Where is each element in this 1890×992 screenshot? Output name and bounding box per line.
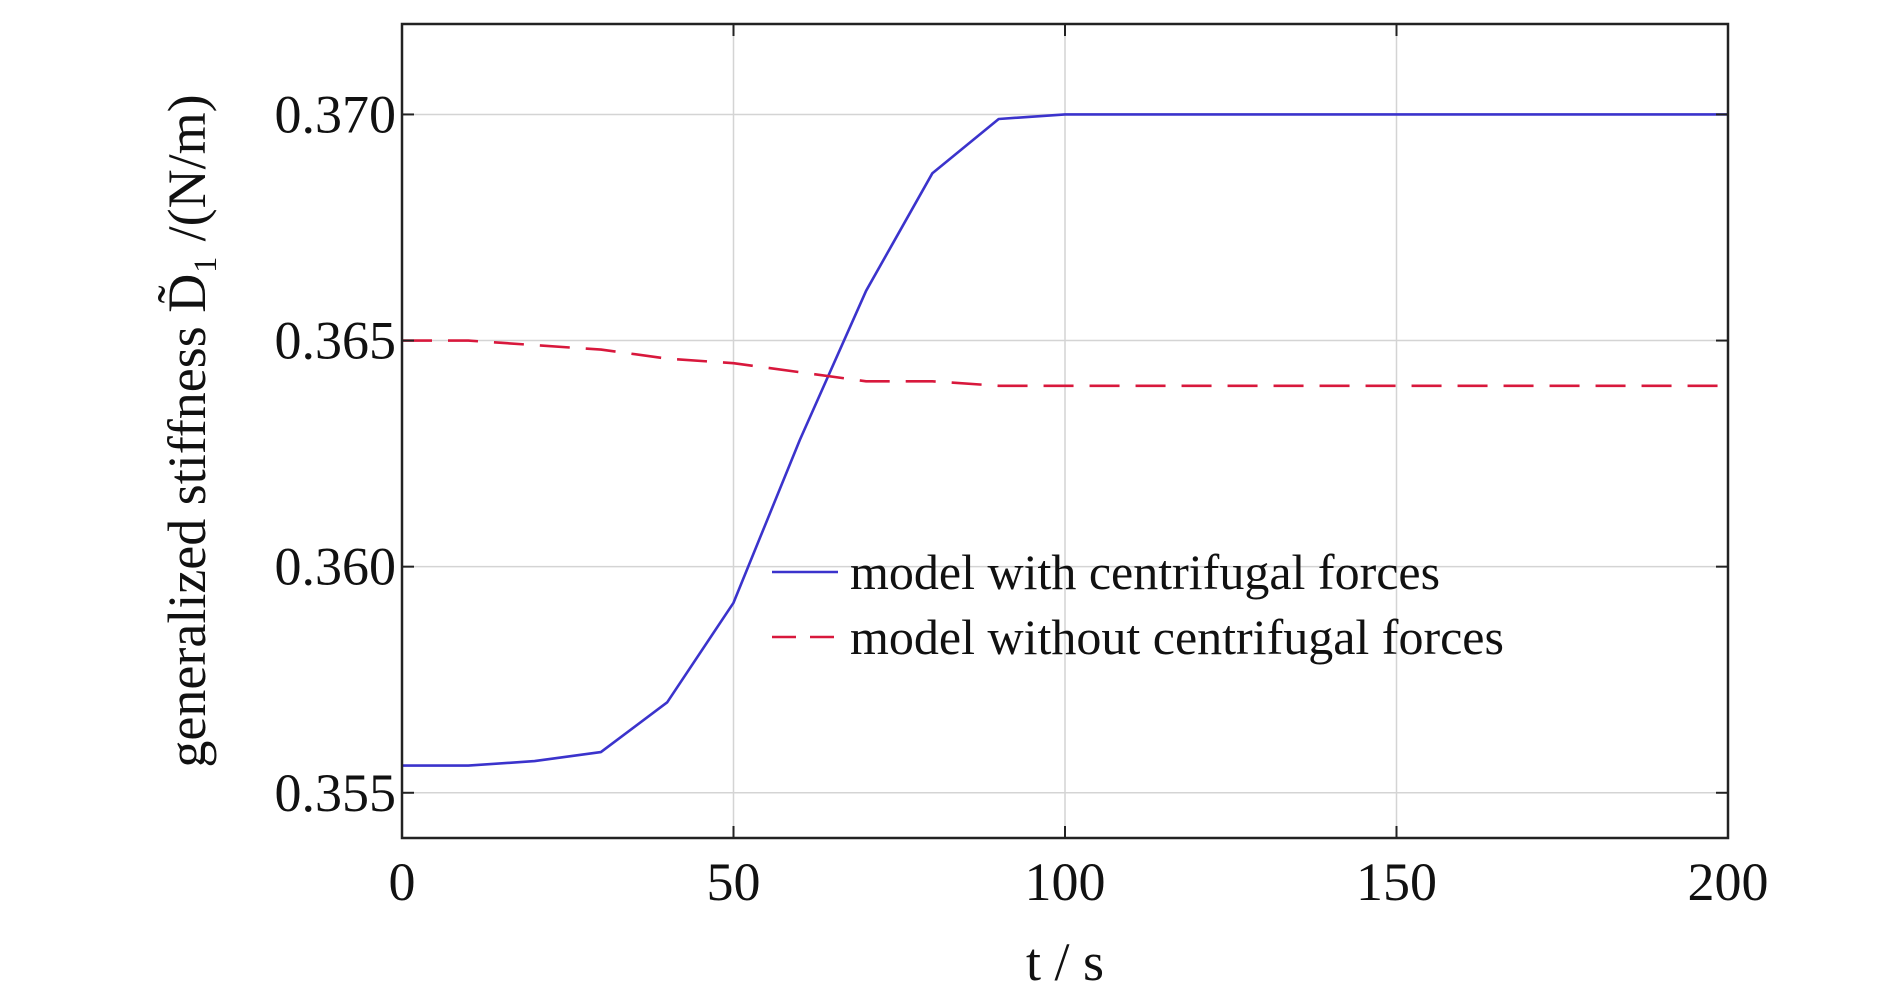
x-tick-label: 150	[1356, 852, 1437, 912]
legend: model with centrifugal forces model witho…	[772, 544, 1504, 665]
y-tick-label: 0.365	[275, 311, 397, 371]
legend-label-2: model without centrifugal forces	[850, 609, 1504, 665]
x-tick-label: 100	[1025, 852, 1106, 912]
x-tick-labels: 0 50 100 150 200	[389, 852, 1769, 912]
y-tick-label: 0.355	[275, 763, 397, 823]
y-tick-label: 0.370	[275, 84, 397, 144]
tick-marks	[401, 24, 1729, 838]
legend-label-1: model with centrifugal forces	[850, 544, 1440, 600]
series-line-2	[402, 339, 1728, 388]
grid-lines	[401, 24, 1729, 838]
y-tick-labels: 0.355 0.360 0.365 0.370	[275, 84, 397, 822]
series-layer	[402, 113, 1728, 767]
x-tick-label: 0	[389, 852, 416, 912]
x-axis-label: t / s	[1026, 932, 1104, 992]
x-tick-label: 50	[707, 852, 761, 912]
x-tick-label: 200	[1688, 852, 1769, 912]
y-axis-label: generalized stiffness D̃₁ /(N/m)	[157, 94, 217, 767]
y-tick-label: 0.360	[275, 537, 397, 597]
series-line-1	[402, 113, 1728, 767]
